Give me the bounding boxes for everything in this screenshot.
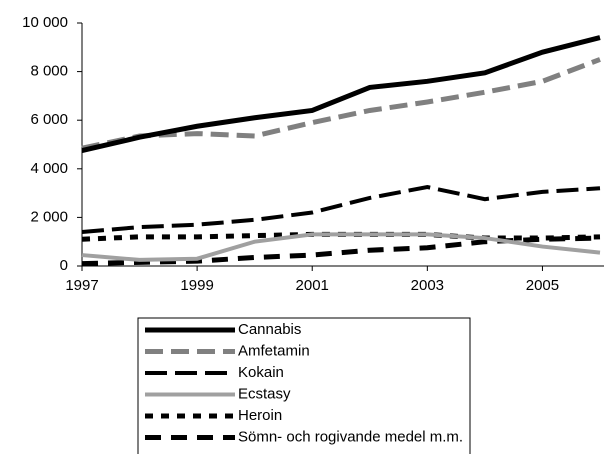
legend-label: Kokain bbox=[238, 364, 284, 381]
x-tick-label: 1999 bbox=[180, 277, 213, 294]
y-tick-label: 4 000 bbox=[30, 160, 68, 177]
series-line bbox=[81, 57, 601, 151]
x-tick-label: 2005 bbox=[526, 277, 559, 294]
y-tick-label: 6 000 bbox=[30, 111, 68, 128]
series-line bbox=[81, 235, 601, 267]
y-tick-label: 0 bbox=[60, 257, 68, 274]
series-line bbox=[81, 184, 601, 234]
x-tick-label: 2003 bbox=[411, 277, 444, 294]
legend-label: Cannabis bbox=[238, 321, 301, 338]
x-tick-label: 2001 bbox=[296, 277, 329, 294]
legend-box bbox=[137, 317, 471, 459]
legend-label: Sömn- och rogivande medel m.m. bbox=[238, 428, 463, 445]
y-tick-label: 10 000 bbox=[22, 14, 68, 31]
legend-label: Heroin bbox=[238, 407, 282, 424]
series-line bbox=[81, 35, 601, 154]
y-tick-label: 2 000 bbox=[30, 208, 68, 225]
y-tick-label: 8 000 bbox=[30, 63, 68, 80]
x-tick-label: 1997 bbox=[65, 277, 98, 294]
series-line bbox=[81, 232, 601, 262]
legend-label: Ecstasy bbox=[238, 385, 291, 402]
legend-label: Amfetamin bbox=[238, 342, 310, 359]
